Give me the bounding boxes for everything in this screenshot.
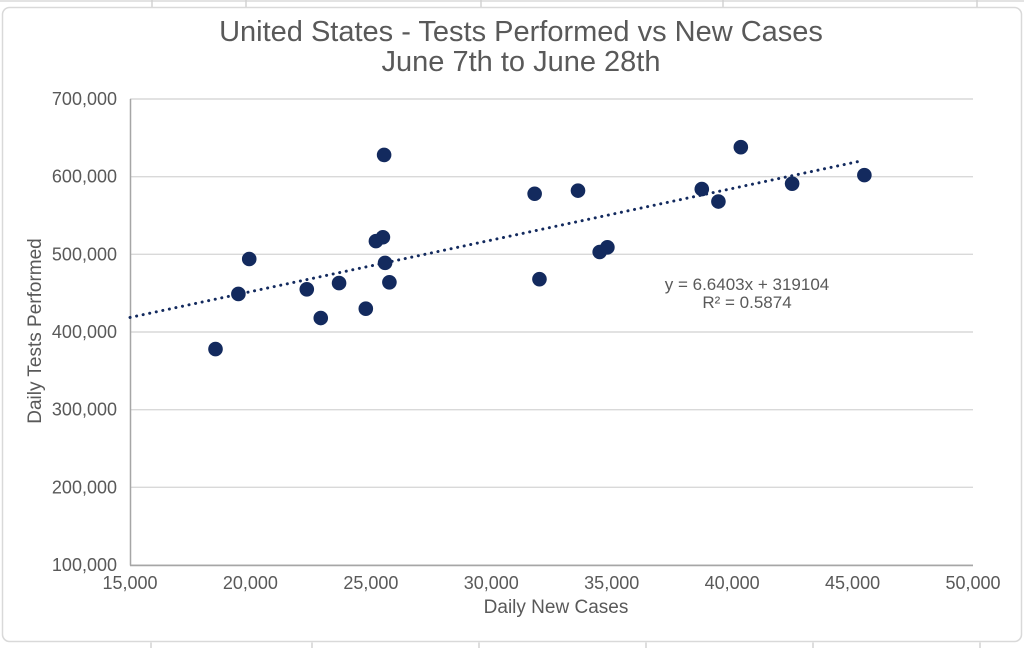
x-axis-tick-label: 35,000: [584, 573, 639, 593]
data-point: [382, 274, 397, 290]
x-axis-tick-label: 25,000: [343, 573, 398, 593]
sheet-gridlines-top: [0, 0, 1024, 7]
data-point: [331, 275, 347, 291]
x-axis-tick-label: 30,000: [464, 573, 519, 593]
y-axis-title: Daily Tests Performed: [25, 238, 46, 424]
y-axis-tick-label: 700,000: [52, 89, 117, 109]
data-point: [376, 147, 392, 163]
data-point: [857, 167, 872, 183]
data-point: [358, 301, 374, 317]
data-point: [231, 286, 246, 302]
data-point: [532, 271, 547, 287]
data-point: [784, 176, 800, 191]
y-axis-tick-label: 500,000: [52, 244, 117, 264]
y-axis-tick-labels: 100,000 200,000 300,000 400,000 500,000 600,0…: [52, 89, 117, 575]
y-axis-tick-label: 100,000: [52, 555, 117, 575]
data-point: [377, 255, 393, 271]
trendline: [128, 159, 862, 319]
data-point: [299, 281, 315, 297]
trendline-equation-label: y = 6.6403x + 319104: [665, 275, 829, 294]
data-point: [733, 139, 749, 155]
data-point: [313, 310, 329, 326]
data-point: [527, 186, 542, 202]
x-axis-tick-label: 15,000: [102, 573, 157, 593]
chart-subtitle: June 7th to June 28th: [382, 46, 661, 78]
data-point: [600, 240, 615, 255]
chart-frame: [1, 6, 1023, 643]
x-axis-tick-label: 45,000: [825, 573, 880, 593]
x-axis-tick-label: 50,000: [945, 573, 1000, 593]
x-axis-title: Daily New Cases: [484, 597, 629, 618]
x-axis-tick-label: 20,000: [223, 573, 278, 593]
scatter-points: [208, 139, 872, 357]
x-axis-tick-label: 40,000: [705, 573, 760, 593]
x-axis-tick-labels: 15,000 20,000 25,000 30,000 35,000 40,000 45,0…: [102, 573, 1000, 593]
data-point: [375, 229, 391, 245]
y-axis-tick-label: 200,000: [52, 477, 117, 497]
data-point: [570, 183, 586, 198]
y-axis-tick-label: 600,000: [52, 167, 117, 187]
chart-title: United States - Tests Performed vs New C…: [219, 16, 823, 48]
data-point: [694, 181, 710, 197]
y-axis-tick-label: 400,000: [52, 322, 117, 342]
y-axis-tick-label: 300,000: [52, 400, 117, 420]
data-point: [241, 251, 257, 267]
data-point: [208, 341, 223, 357]
trendline-r2-label: R² = 0.5874: [702, 293, 791, 312]
trendline-group: [128, 159, 862, 319]
sheet-gridlines-bottom: [150, 642, 981, 648]
data-point: [711, 194, 726, 209]
